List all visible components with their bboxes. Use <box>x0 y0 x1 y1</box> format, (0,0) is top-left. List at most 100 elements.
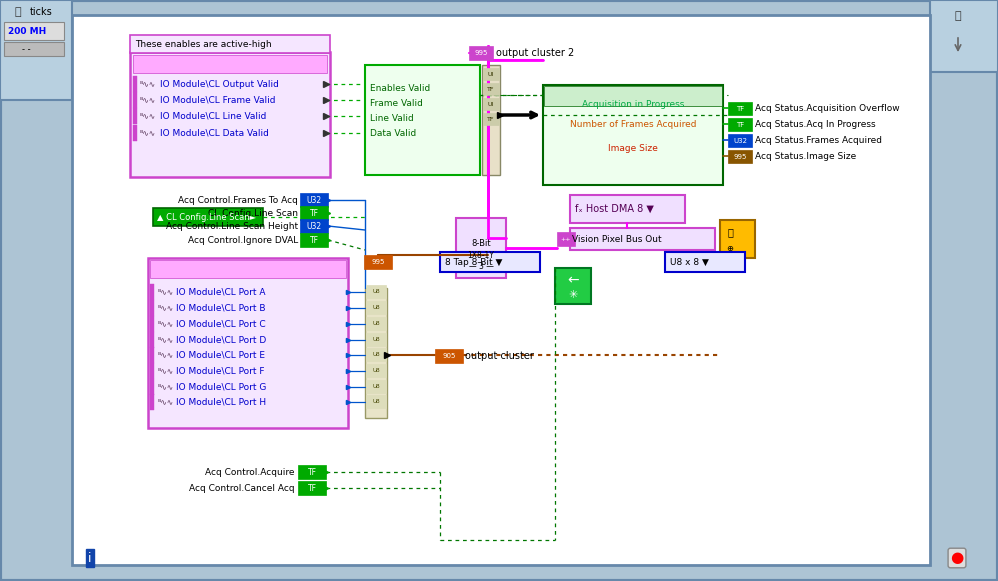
Bar <box>366 364 386 377</box>
Bar <box>440 252 540 272</box>
Bar <box>150 347 154 363</box>
Text: TF: TF <box>736 106 745 112</box>
Text: U32: U32 <box>306 221 321 231</box>
Text: ⏱: ⏱ <box>15 7 21 17</box>
Bar <box>456 218 506 278</box>
Bar <box>365 288 387 418</box>
Text: ᴮ∿∿: ᴮ∿∿ <box>140 95 156 105</box>
Text: ᴮ∿∿: ᴮ∿∿ <box>158 320 174 328</box>
Text: ᴮ∿∿: ᴮ∿∿ <box>158 335 174 345</box>
Text: IO Module\CL Port A: IO Module\CL Port A <box>176 288 265 296</box>
Text: IO Module\CL Port D: IO Module\CL Port D <box>176 335 266 345</box>
Bar <box>130 52 330 177</box>
Bar <box>150 316 154 332</box>
Bar <box>555 268 591 304</box>
Text: UB: UB <box>372 368 380 373</box>
Bar <box>570 228 715 250</box>
Text: UB: UB <box>372 321 380 326</box>
Text: U8 x 8 ▼: U8 x 8 ▼ <box>670 257 709 267</box>
Text: ●: ● <box>950 551 964 565</box>
Text: Acq Status.Frames Acquired: Acq Status.Frames Acquired <box>755 135 882 145</box>
Bar <box>557 232 575 246</box>
Text: UI: UI <box>488 102 494 106</box>
Text: i: i <box>88 551 92 565</box>
Bar <box>365 65 480 175</box>
Bar <box>366 333 386 346</box>
Bar <box>150 379 154 395</box>
Bar <box>483 83 499 95</box>
Text: Image Size: Image Size <box>608 144 658 152</box>
Text: UB: UB <box>372 305 380 310</box>
Bar <box>366 395 386 408</box>
Text: output cluster: output cluster <box>465 351 534 361</box>
Text: Data Valid: Data Valid <box>370 128 416 138</box>
Text: Acquisition in Progress: Acquisition in Progress <box>582 99 685 109</box>
Bar <box>150 363 154 379</box>
Text: 995: 995 <box>474 50 488 56</box>
Bar <box>133 125 137 141</box>
Bar <box>930 0 998 72</box>
Bar <box>366 301 386 314</box>
Bar <box>482 65 500 175</box>
Text: 8 Tap 8-Bit ▼: 8 Tap 8-Bit ▼ <box>445 257 502 267</box>
Bar <box>728 150 752 163</box>
Text: TF: TF <box>309 209 318 217</box>
Text: IO Module\CL Frame Valid: IO Module\CL Frame Valid <box>160 95 275 105</box>
Bar <box>435 349 463 363</box>
Bar <box>150 284 154 300</box>
Bar <box>298 481 326 495</box>
Text: 1X8-1Y: 1X8-1Y <box>467 250 494 260</box>
Text: TF: TF <box>309 235 318 245</box>
Text: ᴮ∿∿: ᴮ∿∿ <box>140 112 156 120</box>
Text: ᴮ∿∿: ᴮ∿∿ <box>158 303 174 313</box>
Text: Acq Control.Cancel Acq: Acq Control.Cancel Acq <box>190 483 295 493</box>
Text: ᴮ∿∿: ᴮ∿∿ <box>158 367 174 375</box>
Text: ticks: ticks <box>30 7 53 17</box>
Text: U32: U32 <box>733 138 747 144</box>
Text: UI: UI <box>488 71 494 77</box>
Text: output cluster 2: output cluster 2 <box>496 48 574 58</box>
Bar <box>150 300 154 316</box>
Text: — 3 —: — 3 — <box>469 261 493 271</box>
Text: TF: TF <box>307 468 316 476</box>
Text: These enables are active-high: These enables are active-high <box>135 40 271 48</box>
Bar <box>0 0 72 100</box>
Text: 🔧: 🔧 <box>728 227 733 237</box>
Bar <box>4 22 64 40</box>
Text: Line Valid: Line Valid <box>370 113 414 123</box>
Text: ←: ← <box>567 273 579 287</box>
Text: UB: UB <box>372 337 380 342</box>
Text: ᴮ∿∿: ᴮ∿∿ <box>158 397 174 407</box>
Bar <box>4 42 64 56</box>
Text: TF: TF <box>736 121 745 127</box>
Text: TF: TF <box>487 117 495 121</box>
Bar <box>130 35 330 53</box>
Bar <box>298 465 326 479</box>
Bar <box>133 76 137 92</box>
Text: 8-Bit: 8-Bit <box>471 238 491 248</box>
Bar <box>148 258 348 428</box>
Bar <box>150 394 154 410</box>
Text: fₓ Host DMA 8 ▼: fₓ Host DMA 8 ▼ <box>575 204 654 214</box>
Text: UB: UB <box>372 352 380 357</box>
Text: TF: TF <box>307 483 316 493</box>
Bar <box>570 195 685 223</box>
Text: IO Module\CL Port C: IO Module\CL Port C <box>176 320 265 328</box>
Bar <box>366 348 386 361</box>
Text: ᴮ∿∿: ᴮ∿∿ <box>158 350 174 360</box>
Bar <box>300 206 328 220</box>
Text: 995: 995 <box>371 259 384 265</box>
Text: Acq Control.Ignore DVAL: Acq Control.Ignore DVAL <box>188 235 298 245</box>
Bar <box>300 219 328 233</box>
Bar <box>364 255 392 269</box>
Text: IO Module\CL Data Valid: IO Module\CL Data Valid <box>160 128 268 138</box>
Text: IO Module\CL Port G: IO Module\CL Port G <box>176 382 266 392</box>
Text: Number of Frames Acquired: Number of Frames Acquired <box>570 120 697 128</box>
Text: ++: ++ <box>561 236 571 242</box>
Bar <box>72 15 930 565</box>
Bar <box>728 134 752 147</box>
Text: UB: UB <box>372 399 380 404</box>
Bar <box>366 317 386 330</box>
Bar <box>665 252 745 272</box>
Bar <box>133 108 137 124</box>
